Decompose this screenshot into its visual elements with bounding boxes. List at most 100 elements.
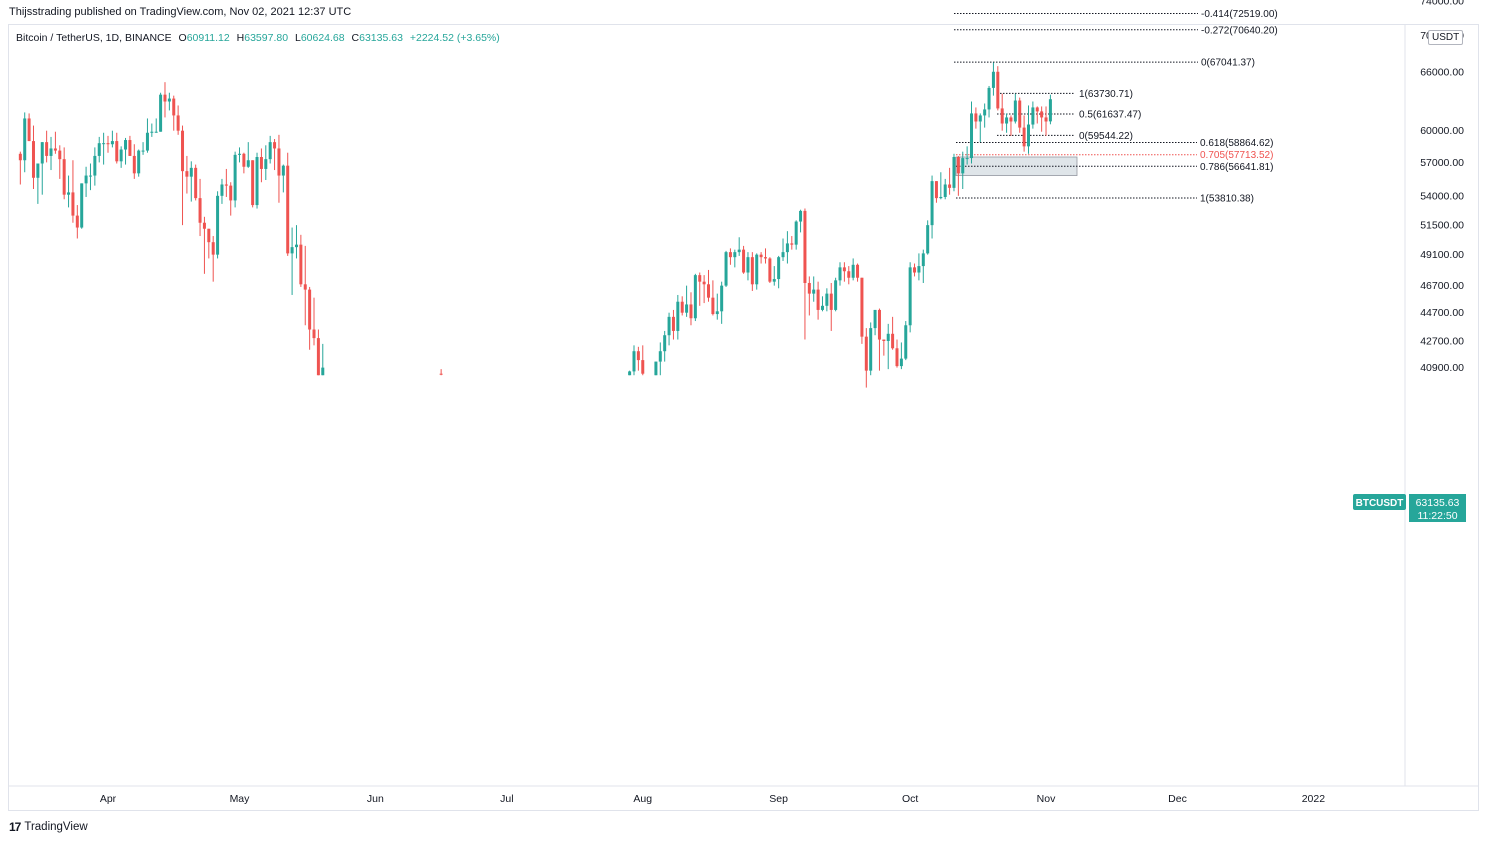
candle: [216, 191, 220, 259]
candle-body: [67, 192, 71, 195]
candle: [917, 253, 921, 281]
x-tick-label: Sep: [769, 793, 788, 805]
candle-body: [1026, 124, 1030, 147]
currency-button[interactable]: USDT: [1428, 30, 1464, 45]
candle-body: [124, 140, 128, 150]
fib-small-1-label: 0.5(61637.47): [1079, 110, 1141, 121]
candle: [908, 262, 912, 333]
x-tick-label: Aug: [633, 793, 652, 805]
candle: [255, 152, 259, 209]
candle: [18, 151, 22, 185]
candle-body: [886, 333, 890, 341]
candle-body: [939, 196, 943, 199]
candle-body: [685, 304, 689, 313]
candle: [956, 155, 960, 196]
candle: [983, 103, 987, 128]
symbol-name[interactable]: Bitcoin / TetherUS, 1D, BINANCE: [16, 32, 172, 44]
candle-body: [737, 249, 741, 253]
candle-body: [803, 210, 807, 283]
candle: [268, 135, 272, 164]
price-axis[interactable]: 12120000.00112000.00104000.0099000.00940…: [1414, 0, 1464, 374]
candle: [150, 123, 154, 137]
candle-body: [707, 284, 711, 298]
time-axis[interactable]: Apr May Jun Jul Aug Sep Oct Nov Dec 2022: [100, 793, 1325, 805]
candle: [759, 252, 763, 264]
y-tick-label: 57000.00: [1420, 157, 1464, 169]
candle-body: [1022, 127, 1026, 147]
candle: [777, 255, 781, 289]
candle: [110, 130, 114, 148]
candle-body: [632, 351, 636, 372]
symbol-tag-bg: [1353, 494, 1406, 510]
candle-body: [141, 150, 145, 152]
open-label: O: [178, 32, 187, 44]
fib-small-0-label: 1(63730.71): [1079, 89, 1133, 100]
candle-body: [733, 252, 737, 258]
candle-body: [904, 325, 908, 359]
fib-ret-1-label: 0.705(57713.52): [1200, 150, 1273, 161]
candle-body: [952, 157, 956, 188]
candle-body: [847, 271, 851, 278]
candle-body: [1009, 117, 1013, 122]
x-tick-label: May: [230, 793, 251, 805]
candle-body: [838, 267, 842, 281]
candle: [154, 118, 158, 133]
candle-body: [290, 247, 294, 254]
candle: [860, 277, 864, 344]
candle: [53, 131, 57, 154]
tradingview-footer: 17 TradingView: [9, 820, 88, 834]
candle-body: [268, 142, 272, 160]
candle: [45, 130, 49, 163]
candle-body: [825, 293, 829, 306]
candle: [829, 282, 833, 331]
candle-body: [58, 150, 62, 160]
candle-body: [102, 143, 106, 145]
candle: [772, 266, 776, 286]
candle: [641, 345, 645, 376]
candle: [124, 137, 128, 165]
candle-body: [259, 157, 263, 169]
candle-body: [202, 222, 206, 229]
candle: [88, 163, 92, 191]
candle-body: [908, 267, 912, 326]
chart-frame: [8, 24, 1479, 811]
candle-body: [926, 225, 930, 254]
y-tick-label: 40900.00: [1420, 362, 1464, 374]
candle: [707, 269, 711, 302]
candle-body: [18, 153, 22, 161]
candle: [49, 136, 53, 171]
candle-body: [807, 282, 811, 294]
candle-body: [211, 242, 215, 255]
candle: [628, 370, 632, 376]
candle-body: [246, 160, 250, 167]
candle-body: [264, 159, 268, 169]
candle: [970, 101, 974, 164]
candle: [781, 238, 785, 261]
candle: [934, 181, 938, 203]
y-tick-label: 60000.00: [1420, 125, 1464, 137]
candle-body: [948, 184, 952, 188]
candle: [194, 164, 198, 201]
candle-body: [255, 157, 259, 206]
candle: [702, 275, 706, 304]
candle-body: [715, 311, 719, 315]
candle-body: [671, 316, 675, 331]
candle: [974, 107, 978, 129]
candle-body: [194, 167, 198, 199]
candle-body: [759, 254, 763, 258]
candle-body: [913, 267, 917, 273]
candle-body: [281, 165, 285, 176]
candle: [259, 148, 263, 183]
candle: [746, 252, 750, 281]
candle-body: [23, 118, 27, 161]
candle-body: [882, 339, 886, 341]
candle: [224, 168, 228, 197]
candle: [913, 263, 917, 277]
candle: [242, 152, 246, 174]
candle: [1009, 115, 1013, 136]
candle: [299, 234, 303, 287]
candle: [102, 132, 106, 165]
candle-body: [80, 183, 84, 228]
fibonacci-layer: -4.236(123087.86)-3.618(114911.10)-2.618…: [954, 9, 1278, 205]
